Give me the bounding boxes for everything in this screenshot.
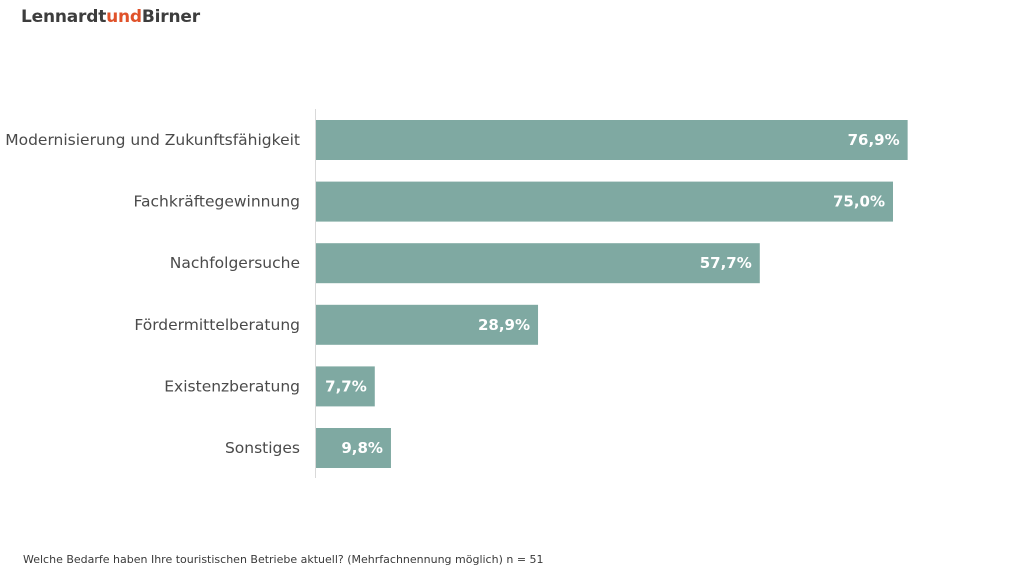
category-label-3: Fördermittelberatung — [134, 316, 300, 334]
value-label-0: 76,9% — [848, 131, 900, 149]
bar-1 — [315, 181, 893, 222]
bar-5 — [315, 428, 391, 468]
value-label-2: 57,7% — [700, 254, 752, 272]
category-label-4: Existenzberatung — [164, 377, 300, 395]
value-label-1: 75,0% — [833, 193, 885, 211]
value-label-5: 9,8% — [341, 439, 383, 457]
bar-4 — [315, 366, 375, 407]
bar-0 — [315, 120, 908, 160]
category-label-0: Modernisierung und Zukunftsfähigkeit — [5, 131, 300, 149]
company-logo: LennardtundBirner — [21, 7, 200, 27]
category-label-5: Sonstiges — [225, 439, 300, 457]
category-label-2: Nachfolgersuche — [170, 254, 300, 272]
bar-2 — [315, 243, 760, 284]
category-label-1: Fachkräftegewinnung — [134, 193, 300, 211]
survey-question-footnote: Welche Bedarfe haben Ihre touristischen … — [23, 553, 544, 566]
value-label-3: 28,9% — [478, 316, 530, 334]
value-label-4: 7,7% — [325, 377, 367, 395]
logo-text-und: und — [106, 7, 142, 27]
bar-3 — [315, 304, 539, 345]
logo-text-birner: Birner — [141, 7, 200, 27]
logo-text-lennardt: Lennardt — [21, 7, 107, 27]
